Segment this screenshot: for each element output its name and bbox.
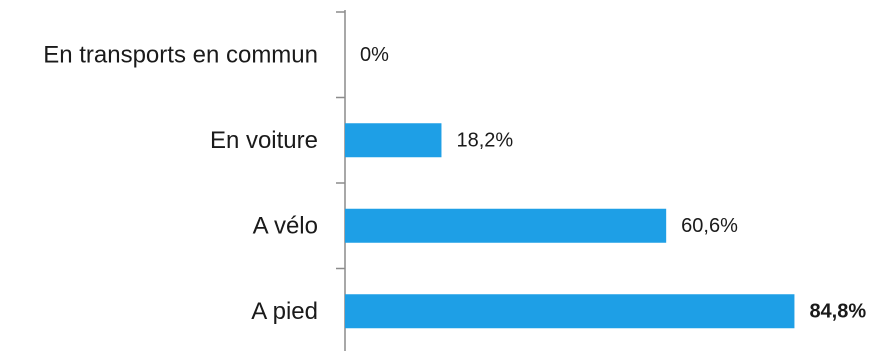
value-label: 84,8% xyxy=(809,300,866,322)
bar xyxy=(345,294,795,329)
category-label: A pied xyxy=(251,298,318,325)
category-label: A vélo xyxy=(253,212,318,239)
bar xyxy=(345,123,442,158)
bar xyxy=(345,208,667,243)
value-label: 0% xyxy=(360,44,389,66)
y-axis-ticks xyxy=(336,11,345,270)
value-label: 18,2% xyxy=(456,129,513,151)
value-labels: 0% 18,2% 60,6% 84,8% xyxy=(360,44,866,323)
category-labels: En transports en commun En voiture A vélo A… xyxy=(43,41,318,325)
category-label: En voiture xyxy=(210,127,318,154)
value-label: 60,6% xyxy=(681,215,738,237)
bars-group xyxy=(345,123,795,329)
category-label: En transports en commun xyxy=(43,41,318,68)
